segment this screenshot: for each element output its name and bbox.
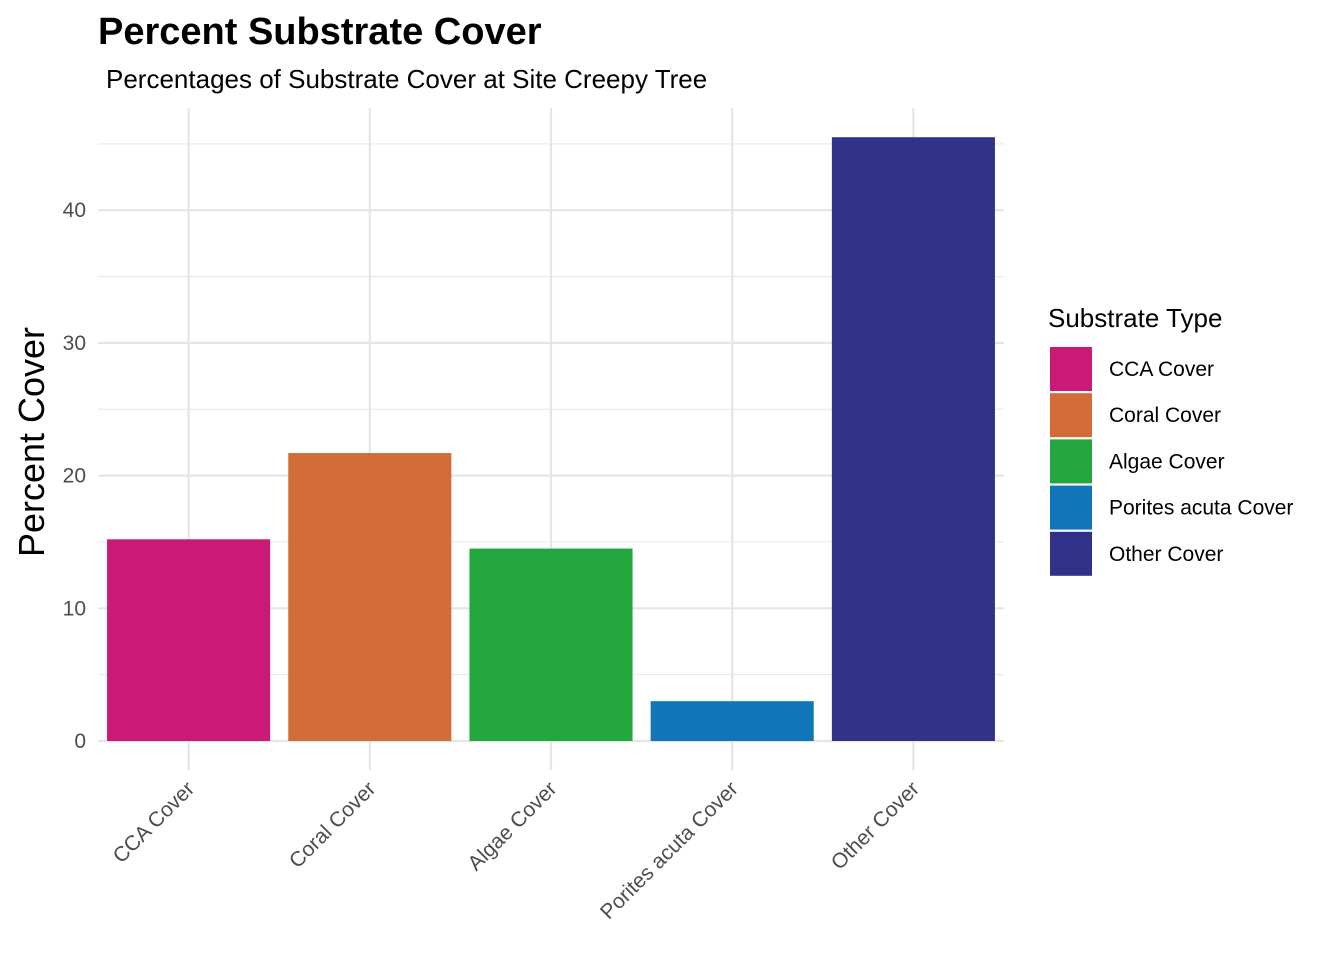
bars [107,137,995,742]
legend-key [1050,531,1092,576]
x-tick-label: Other Cover [827,777,924,874]
legend-label: Coral Cover [1109,404,1221,427]
x-axis-ticks: CCA Cover Coral Cover Algae Cover Porites a… [109,777,924,924]
x-tick-label: Porites acuta Cover [596,777,743,924]
bar-coral-cover [288,453,452,741]
chart-title: Percent Substrate Cover [98,11,542,53]
bar-porites-acuta-cover [650,701,814,741]
y-tick-label: 30 [63,332,86,355]
y-tick-label: 40 [63,199,86,222]
chart-subtitle: Percentages of Substrate Cover at Site C… [106,64,707,94]
legend-title: Substrate Type [1048,303,1222,333]
x-tick-label: Coral Cover [285,777,380,872]
legend: Substrate Type CCA Cover Coral Cover Algae… [1048,303,1293,576]
x-tick-label: Algae Cover [464,777,562,875]
legend-key [1050,393,1092,438]
legend-items: CCA Cover Coral Cover Algae Cover Porites a… [1050,347,1293,576]
legend-label: CCA Cover [1109,358,1214,381]
legend-label: Porites acuta Cover [1109,497,1293,520]
legend-key [1050,347,1092,391]
y-tick-label: 10 [63,597,86,620]
y-tick-label: 20 [63,465,86,488]
legend-key [1050,439,1092,484]
bar-cca-cover [107,539,271,741]
y-axis-label: Percent Cover [11,327,52,557]
legend-label: Other Cover [1109,543,1223,566]
x-tick-label: CCA Cover [109,777,200,868]
bar-other-cover [831,137,995,742]
bar-algae-cover [469,548,633,741]
legend-key [1050,485,1092,530]
legend-label: Algae Cover [1109,450,1225,473]
y-tick-label: 0 [74,730,86,753]
y-axis-ticks: 0 10 20 30 40 [63,199,86,753]
